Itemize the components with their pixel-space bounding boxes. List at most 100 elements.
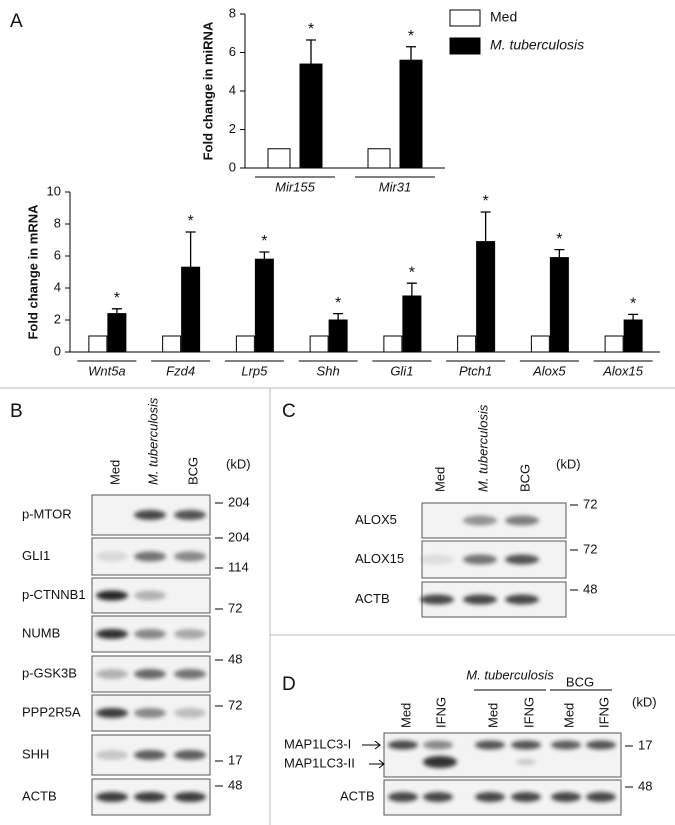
x-tick-label: Mir155 [275,179,316,194]
x-tick-label: Alox5 [532,363,566,378]
bar [88,335,108,353]
significance-mark: * [308,21,314,38]
kd-marker: 48 [583,581,597,596]
blot-band [388,740,418,750]
blot-band [134,551,166,562]
kd-marker: 48 [228,651,242,666]
bar [299,63,323,169]
bar [457,335,477,353]
kd-marker: 204 [228,529,250,544]
blot-frame [383,732,622,778]
x-tick-label: Wnt5a [88,363,126,378]
kd-marker: 17 [638,737,652,752]
blot-band [96,590,128,601]
blot-band [516,759,536,765]
y-tick-label: 8 [229,5,236,20]
legend-label: Med [490,9,517,25]
kd-marker: 114 [228,559,249,574]
arrow [369,759,385,769]
blot-band [134,669,166,679]
error-bar [628,313,639,320]
protein-label: ACTB [340,788,375,803]
protein-label: SHH [22,746,49,761]
lane-label: M. tuberculosis [145,397,160,485]
blot-band [174,708,206,718]
blot-band [420,594,454,605]
blot-band [511,792,541,802]
protein-label: ALOX5 [355,512,397,527]
protein-label: ALOX15 [355,551,404,566]
error-bar [406,46,416,61]
x-tick-label: Ptch1 [459,363,492,378]
bar [162,335,182,353]
group-label: M. tuberculosis [466,667,554,682]
blot-band [423,740,453,750]
unit-label: (kD) [556,456,581,471]
lane-label: M. tuberculosis [475,404,490,492]
blot-band [174,792,206,802]
bar [383,335,403,353]
lane-label: IFNG [433,697,448,728]
y-tick-label: 0 [229,159,236,174]
y-axis-label: Fold change in miRNA [200,21,215,160]
bar [399,59,423,169]
error-bar [259,251,270,260]
blot-band [463,515,497,526]
blot-band [96,792,128,802]
blot-band [423,756,457,768]
error-bar [554,248,565,258]
blot-band [134,708,166,718]
blot-band [96,551,128,562]
error-bar [480,211,491,242]
kd-marker: 72 [228,600,242,615]
blot-band [174,669,206,679]
blot-band [586,740,616,750]
blot-band [463,554,497,565]
significance-mark: * [409,264,415,281]
arrow [362,740,381,750]
bar [476,241,496,353]
group-label: BCG [566,674,594,689]
bar [181,266,201,353]
bar [402,295,422,353]
blot-band [505,594,539,605]
bar [549,257,569,353]
y-tick-label: 10 [47,183,61,198]
panel-label: D [282,674,296,695]
kd-marker: 48 [638,778,652,793]
y-tick-label: 6 [229,44,236,59]
lane-label: BCG [517,464,532,492]
y-tick-label: 4 [54,279,61,294]
x-tick-label: Gli1 [390,363,413,378]
protein-label: PPP2R5A [22,704,81,719]
significance-mark: * [630,296,636,313]
blot-band [96,750,128,760]
y-axis-label: Fold change in mRNA [25,204,40,340]
protein-label: MAP1LC3-I [284,736,351,751]
panel-label: A [10,11,23,32]
blot-band [96,629,128,639]
blot-band [134,750,166,760]
protein-label: ACTB [22,788,57,803]
bar [367,148,391,169]
protein-label: p-MTOR [22,506,72,521]
bar [623,319,643,353]
y-tick-label: 6 [54,247,61,262]
kd-marker: 72 [583,541,597,556]
y-tick-label: 2 [54,311,61,326]
x-tick-label: Shh [317,363,340,378]
significance-mark: * [114,290,120,307]
blot-band [463,594,497,605]
significance-mark: * [261,233,267,250]
bar [530,335,550,353]
blot-band [475,740,505,750]
bar [107,313,127,353]
blot-band [174,750,206,760]
bar [309,335,329,353]
blot-band [505,554,539,565]
blot-band [511,740,541,750]
significance-mark: * [335,295,341,312]
kd-marker: 72 [228,697,242,712]
lane-label: Med [398,703,413,728]
lane-label: BCG [185,457,200,485]
